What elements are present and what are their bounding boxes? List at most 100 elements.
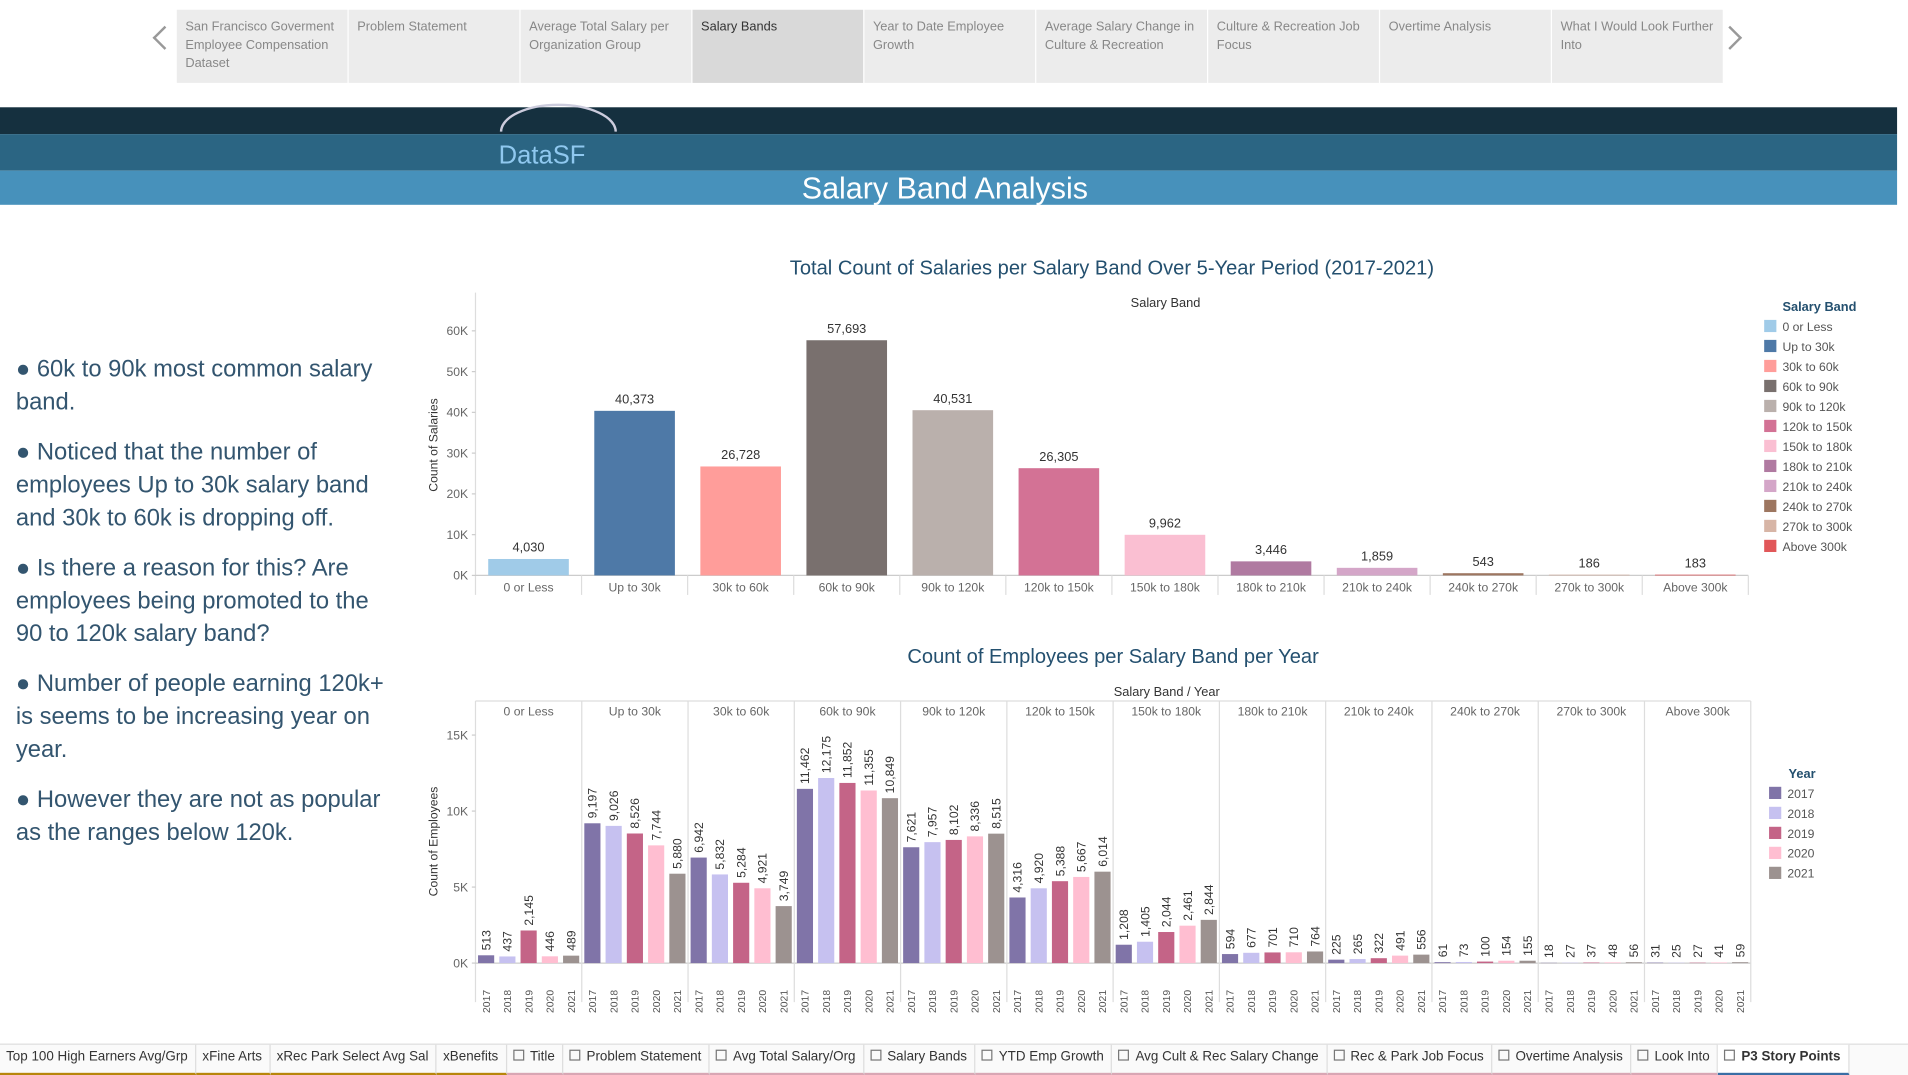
tab[interactable]: Title [507,1045,564,1075]
bar [1498,961,1514,963]
tab[interactable]: xRec Park Select Avg Sal [271,1045,437,1075]
tab[interactable]: YTD Emp Growth [976,1045,1113,1075]
nav-item[interactable]: San Francisco Goverment Employee Compens… [177,10,348,83]
legend-title: Salary Band [1782,299,1856,314]
year-label: 2018 [1459,990,1470,1013]
bar [1655,575,1736,576]
tab-label: Title [530,1050,555,1065]
legend-label: 2017 [1787,787,1814,801]
tab[interactable]: Overtime Analysis [1492,1045,1631,1075]
value-label: 594 [1223,929,1237,950]
year-label: 2017 [1651,990,1662,1013]
year-label: 2021 [886,990,897,1013]
tab[interactable]: xBenefits [437,1045,507,1075]
tab[interactable]: P3 Story Points [1718,1045,1849,1075]
legend-swatch [1764,360,1776,372]
value-label: 5,284 [734,847,748,878]
nav-item[interactable]: Problem Statement [349,10,520,83]
bar [627,833,643,963]
value-label: 7,744 [649,810,663,841]
value-label: 2,145 [522,895,536,926]
value-label: 4,316 [1011,862,1025,893]
year-label: 2019 [1587,990,1598,1013]
nav-item[interactable]: What I Would Look Further Into [1552,10,1723,83]
y-tick-label: 40K [446,406,468,420]
bar [1179,926,1195,963]
tab-label: Avg Total Salary/Org [733,1050,856,1065]
year-label: 2018 [1141,990,1152,1013]
year-label: 2021 [1098,990,1109,1013]
nav-item[interactable]: Culture & Recreation Job Focus [1208,10,1379,83]
bar [1019,468,1100,575]
bar [1371,958,1387,963]
category-label: Up to 30k [609,705,662,719]
tab[interactable]: Avg Total Salary/Org [710,1045,864,1075]
bar [1413,955,1429,963]
bar [818,778,834,963]
value-label: 25 [1670,944,1684,958]
header-band-mid [0,134,1897,171]
y-tick-label: 20K [446,487,468,501]
value-label: 100 [1478,936,1492,957]
bar [1094,872,1110,963]
legend-swatch [1764,520,1776,532]
tab-icon [982,1050,993,1061]
tab[interactable]: xFine Arts [196,1045,270,1075]
legend-swatch [1769,847,1781,859]
bar [563,956,579,963]
legend-swatch [1764,480,1776,492]
value-label: 27 [1691,944,1705,958]
value-label: 3,749 [777,871,791,902]
tab[interactable]: Salary Bands [864,1045,975,1075]
tab-label: Salary Bands [887,1050,967,1065]
tab-label: YTD Emp Growth [999,1050,1104,1065]
note: ● 60k to 90k most common salary band. [16,354,394,420]
tab[interactable]: Problem Statement [563,1045,709,1075]
bar [1435,962,1451,963]
year-label: 2020 [546,990,557,1013]
legend-label: 180k to 210k [1782,460,1853,474]
category-label: 60k to 90k [819,580,876,594]
value-label: 556 [1415,929,1429,950]
bar [1073,877,1089,963]
legend-label: 90k to 120k [1782,400,1846,414]
value-label: 489 [564,930,578,951]
tab[interactable]: Top 100 High Earners Avg/Grp [0,1045,196,1075]
bar [648,845,664,963]
category-label: 270k to 300k [1556,705,1627,719]
header-band-dark [0,107,1897,134]
bar [797,789,813,963]
nav-item[interactable]: Overtime Analysis [1380,10,1551,83]
year-label: 2017 [907,990,918,1013]
tab-label: Problem Statement [587,1050,702,1065]
value-label: 59 [1733,944,1747,958]
bar [946,840,962,963]
tab-label: Overtime Analysis [1515,1050,1622,1065]
tab-icon [1724,1050,1735,1061]
bar [988,834,1004,963]
value-label: 41 [1712,944,1726,958]
tab[interactable]: Rec & Park Job Focus [1327,1045,1492,1075]
tab[interactable]: Look Into [1631,1045,1718,1075]
nav-item[interactable]: Salary Bands [693,10,864,83]
y-axis-label: Count of Employees [427,787,441,897]
nav-item[interactable]: Average Salary Change in Culture & Recre… [1036,10,1207,83]
nav-item[interactable]: Year to Date Employee Growth [864,10,1035,83]
value-label: 543 [1472,554,1493,569]
notes: ● 60k to 90k most common salary band.● N… [16,354,394,867]
value-label: 2,844 [1202,884,1216,915]
value-label: 265 [1351,934,1365,955]
year-label: 2020 [1608,990,1619,1013]
year-label: 2019 [524,990,535,1013]
nav-item[interactable]: Average Total Salary per Organization Gr… [521,10,692,83]
tab[interactable]: Avg Cult & Rec Salary Change [1112,1045,1327,1075]
year-label: 2018 [928,990,939,1013]
bar [691,858,707,964]
story-nav: San Francisco Goverment Employee Compens… [177,10,1723,83]
value-label: 57,693 [827,321,866,336]
category-label: 90k to 120k [921,580,985,594]
year-label: 2017 [1226,990,1237,1013]
value-label: 11,355 [862,749,876,786]
